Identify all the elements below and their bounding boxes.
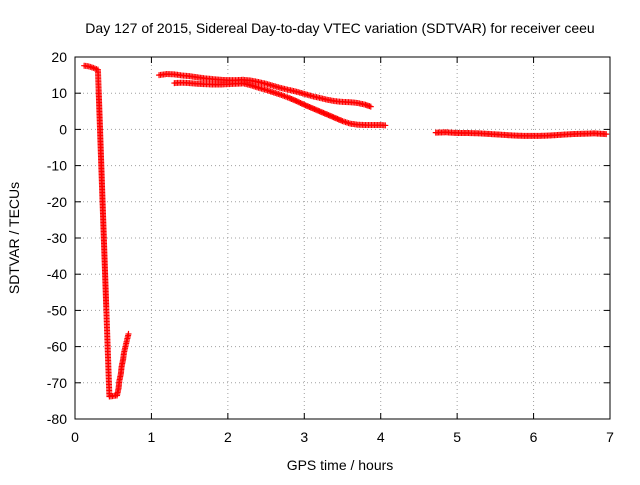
x-tick-label: 6	[530, 429, 538, 445]
axis-ticks: -80 -70 -60 -50 -40 -30 -20 -10 0 10 20 0 1 2 3 4 5 6 7	[47, 49, 614, 445]
x-tick-label: 1	[148, 429, 156, 445]
x-tick-label: 7	[606, 429, 614, 445]
y-tick-label: -60	[47, 339, 67, 355]
x-tick-label: 3	[300, 429, 308, 445]
x-tick-label: 4	[377, 429, 385, 445]
x-tick-label: 2	[224, 429, 232, 445]
y-tick-label: 10	[51, 85, 67, 101]
grid-lines	[75, 57, 610, 419]
chart-title: Day 127 of 2015, Sidereal Day-to-day VTE…	[85, 20, 594, 36]
y-tick-label: -30	[47, 230, 67, 246]
y-tick-label: -20	[47, 194, 67, 210]
x-axis-label: GPS time / hours	[287, 457, 394, 473]
data-points	[81, 62, 610, 400]
y-tick-label: -10	[47, 158, 67, 174]
y-tick-label: -80	[47, 411, 67, 427]
y-tick-label: 0	[59, 121, 67, 137]
y-tick-label: -70	[47, 375, 67, 391]
y-axis-label: SDTVAR / TECUs	[6, 182, 22, 294]
data-point	[382, 122, 389, 129]
y-tick-label: 20	[51, 49, 67, 65]
x-tick-label: 0	[71, 429, 79, 445]
y-tick-label: -50	[47, 302, 67, 318]
y-tick-label: -40	[47, 266, 67, 282]
data-point	[125, 330, 132, 337]
x-tick-label: 5	[453, 429, 461, 445]
data-point	[367, 103, 374, 110]
data-point	[603, 131, 610, 138]
